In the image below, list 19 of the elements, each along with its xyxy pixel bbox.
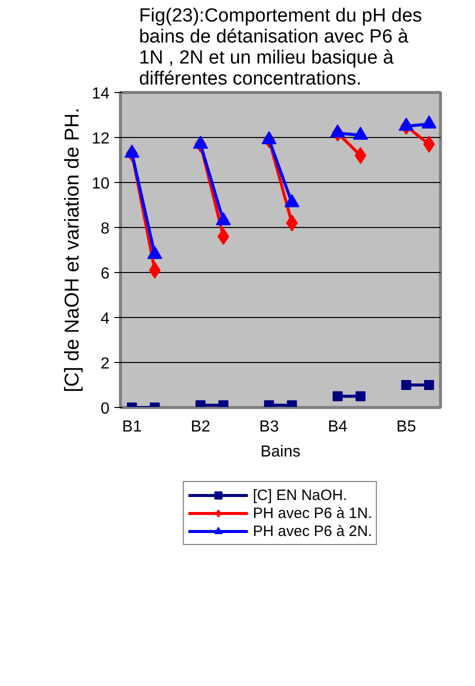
x-tick-label: B4 [328,418,348,436]
x-tick-label: B1 [122,418,142,436]
legend-label: PH avec P6 à 2N. [252,522,372,540]
y-tick-label: 0 [100,400,110,418]
x-tick-label: B2 [190,418,210,436]
y-tick-label: 8 [100,220,110,238]
y-tick-label: 4 [100,310,110,328]
y-tick-label: 14 [92,86,110,102]
x-axis-title: Bains [260,444,301,460]
y-tick-label: 12 [92,130,110,148]
x-tick-label: B3 [259,418,279,436]
x-tick-label: B5 [396,418,416,436]
legend-label: PH avec P6 à 1N. [252,504,372,522]
y-tick-label: 2 [100,356,110,372]
y-tick-label: 10 [92,176,110,192]
legend-label: [C] EN NaOH. [252,486,348,504]
y-axis-title: [C] de NaOH et variation de PH. [62,108,84,392]
y-tick-label: 6 [100,266,110,282]
chart-title: Fig(23):Comportement du pH des bains de détanisation avec P6 à 1N , 2N et un milieu basique à différentes concentrations. [138,6,422,90]
